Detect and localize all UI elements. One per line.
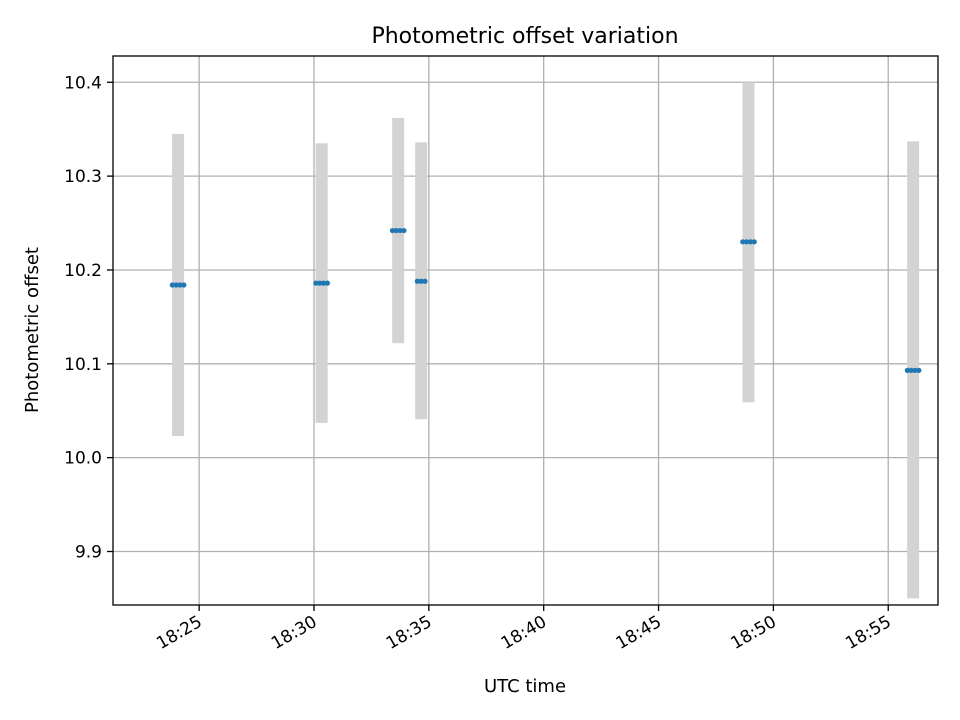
grid (113, 56, 938, 605)
x-tick-label: 18:55 (842, 612, 894, 654)
y-tick-label: 10.2 (64, 261, 102, 281)
data-point (743, 239, 750, 245)
data-point (908, 367, 914, 373)
x-tick-label: 18:45 (613, 612, 665, 654)
x-tick-label: 18:35 (383, 612, 435, 654)
data-point (169, 282, 175, 288)
x-tick-label: 18:25 (153, 612, 205, 654)
data-point (177, 282, 183, 288)
data-point (747, 239, 754, 245)
y-tick-label: 10.0 (64, 449, 102, 469)
data-point (422, 278, 428, 284)
data-point (397, 227, 403, 234)
y-tick-label: 9.9 (75, 543, 102, 563)
y-tick-label: 10.3 (64, 167, 102, 187)
data-point (173, 282, 179, 288)
data-point (389, 227, 396, 234)
y-axis-ticks: 9.9 10.0 10.1 10.2 10.3 10.4 (64, 73, 113, 563)
y-tick-label: 10.1 (64, 355, 102, 375)
plot-frame (112, 55, 939, 606)
x-tick-label: 18:50 (727, 612, 779, 654)
data-point (414, 278, 420, 284)
data-point (912, 367, 918, 373)
x-axis-ticks: 18:25 18:30 18:35 18:40 18:45 18:50 18:55 (153, 605, 895, 654)
y-axis-label: Photometric offset (22, 247, 43, 413)
data-point (418, 278, 424, 284)
data-point (904, 367, 910, 373)
data-point (313, 280, 319, 286)
data-point (740, 239, 746, 245)
x-tick-label: 18:40 (498, 612, 550, 654)
data-point (181, 282, 187, 288)
chart-title: Photometric offset variation (371, 24, 678, 49)
y-tick-label: 10.4 (64, 73, 102, 93)
data-point (916, 367, 922, 373)
data-point (324, 280, 330, 286)
data-points (169, 227, 922, 373)
data-point (393, 227, 399, 234)
x-axis-label: UTC time (484, 676, 566, 697)
data-point (401, 227, 407, 234)
x-tick-label: 18:30 (268, 612, 320, 654)
data-point (751, 239, 757, 245)
data-point (320, 280, 327, 286)
data-point (317, 280, 323, 286)
error-bars (172, 82, 920, 599)
